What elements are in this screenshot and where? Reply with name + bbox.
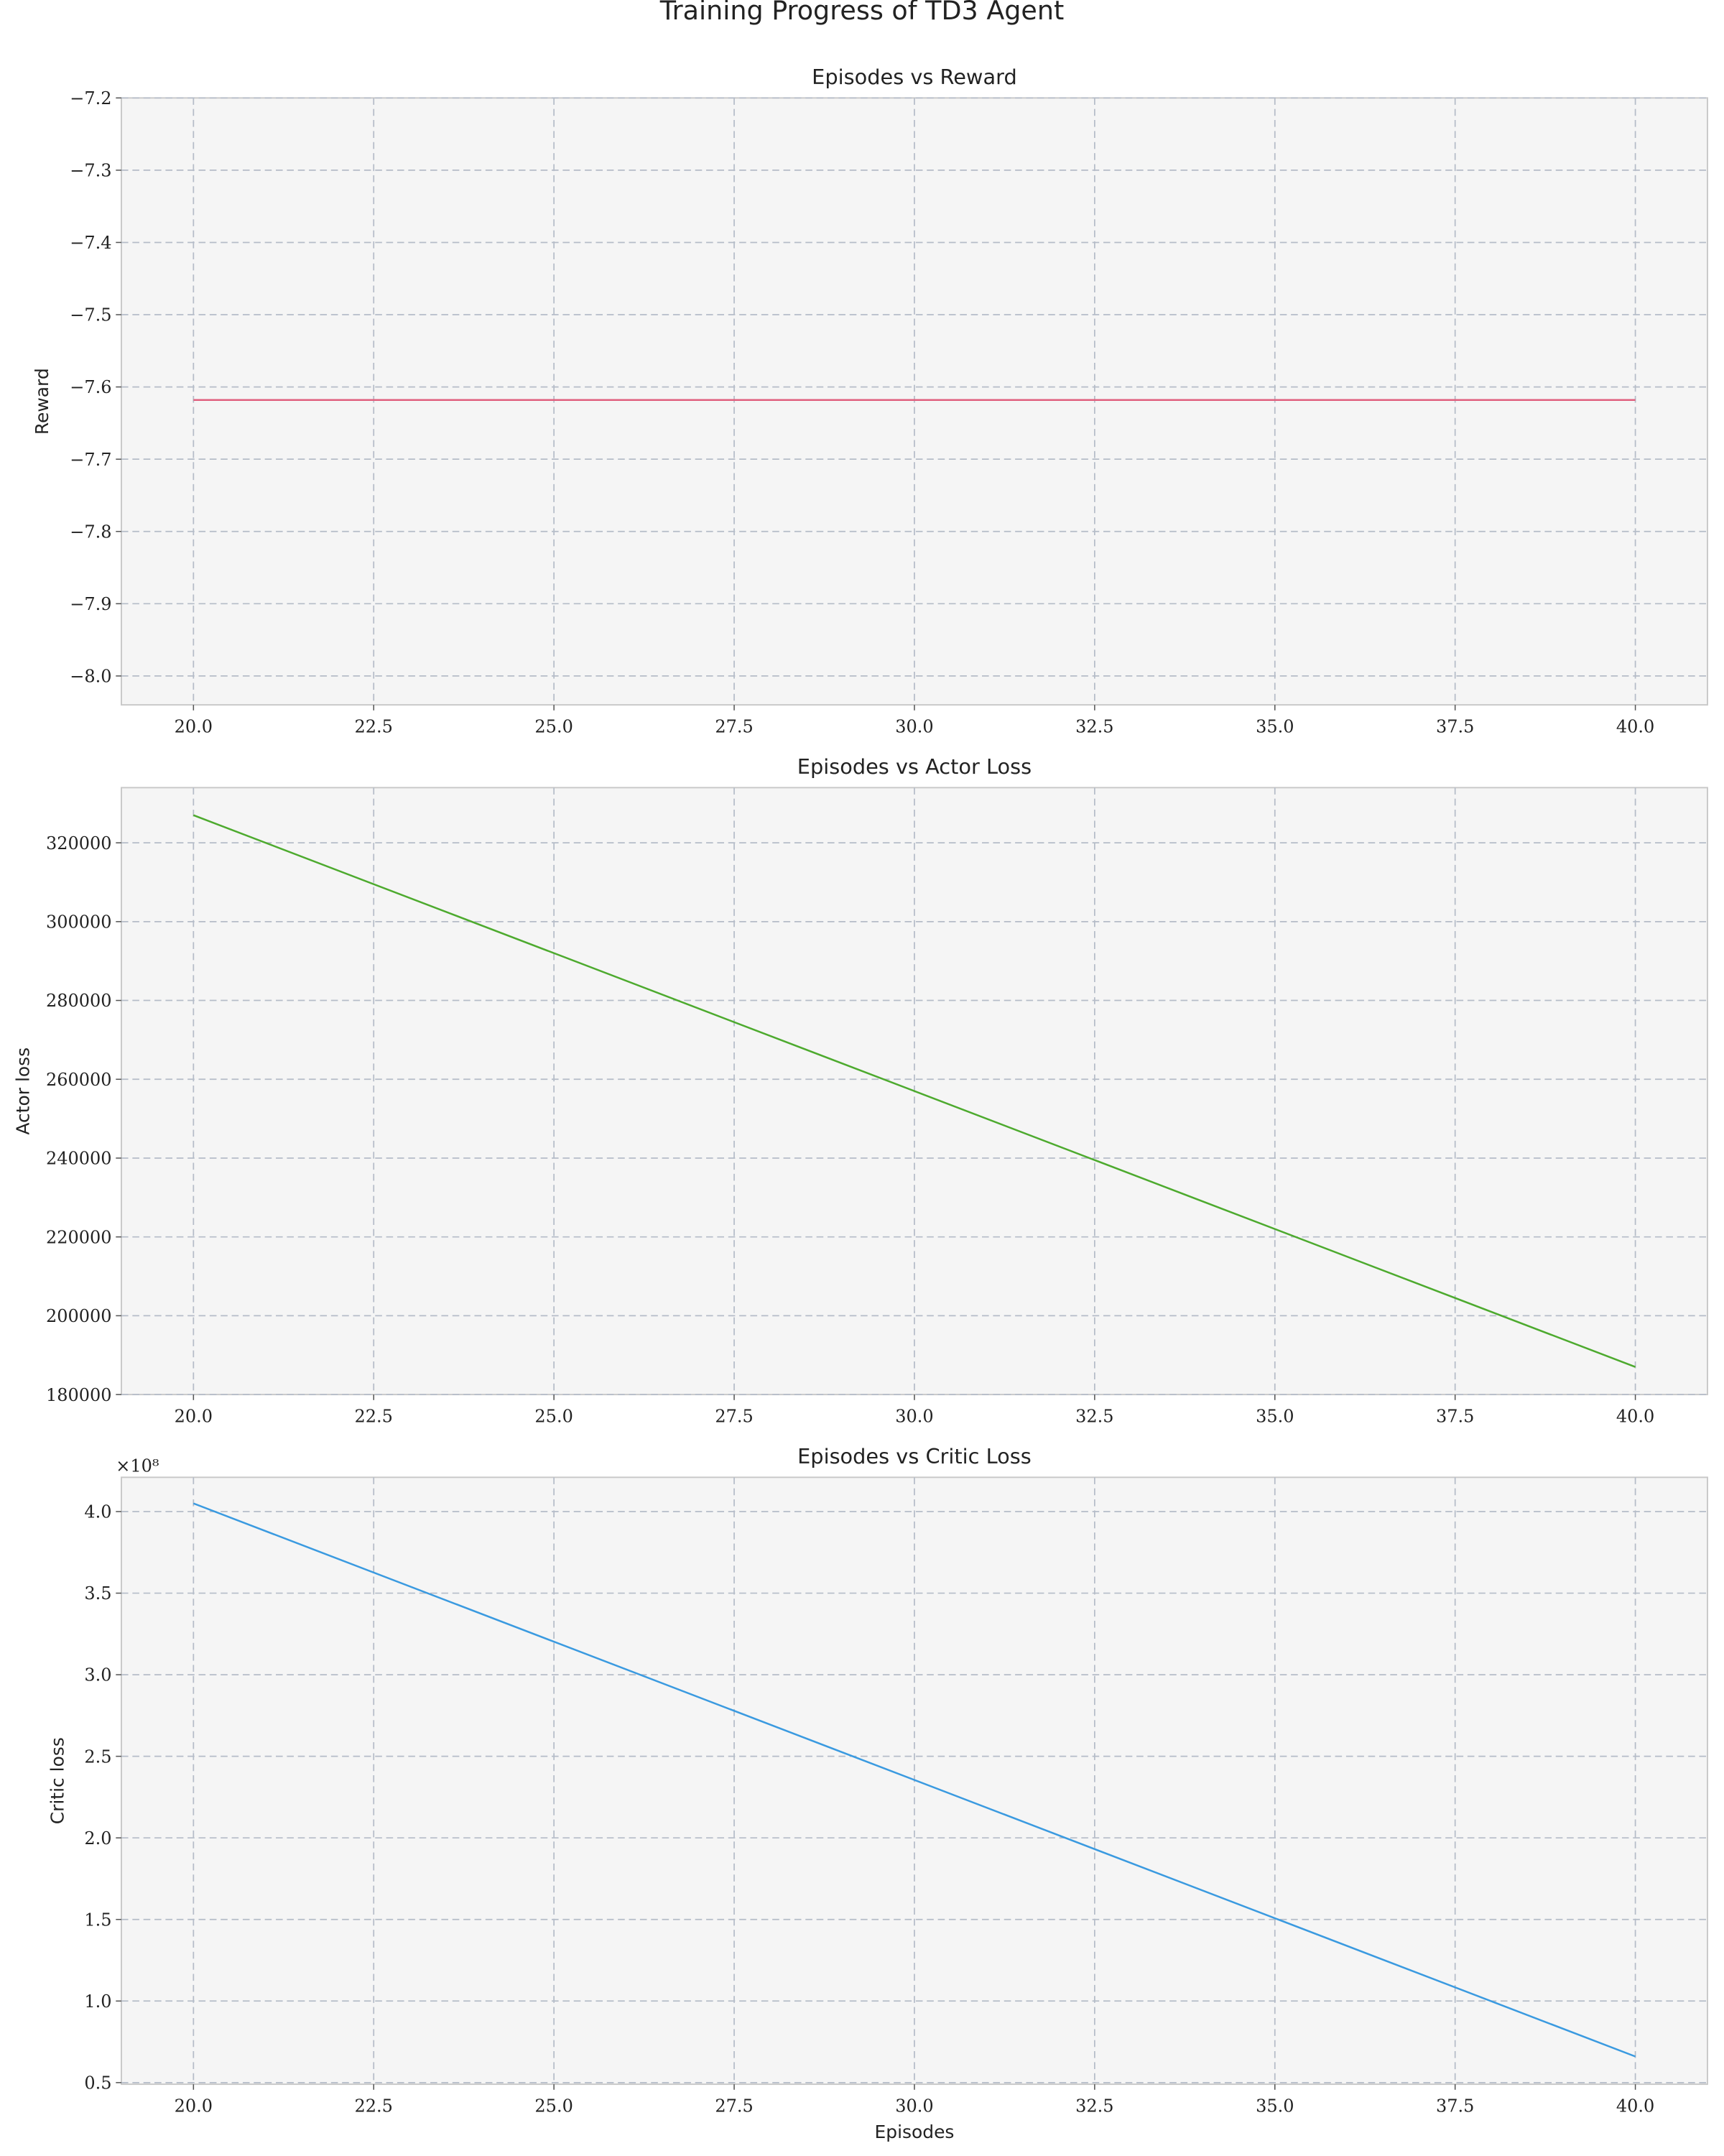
x-tick-label: 25.0 [534,2096,573,2116]
x-tick-label: 25.0 [534,717,573,737]
y-axis-label: Critic loss [47,1737,68,1824]
subplot-panels: 20.0 22.5 25.0 27.5 30.0 32.5 35.0 37.5 40.0 −7.2… [12,65,1708,2142]
y-tick-label: 2.5 [84,1746,111,1767]
subplot-title: Episodes vs Critic Loss [797,1444,1032,1468]
x-tick-label: 35.0 [1256,1407,1294,1427]
y-tick-label: 0.5 [84,2073,111,2093]
y-tick-label: −7.6 [70,377,111,397]
x-tick-label: 27.5 [715,1407,753,1427]
y-tick-label: −7.4 [70,233,111,253]
x-tick-label: 25.0 [534,1407,573,1427]
y-tick-label: 4.0 [84,1502,111,1522]
x-tick-label: 35.0 [1256,717,1294,737]
x-tick-label: 27.5 [715,2096,753,2116]
x-tick-label: 40.0 [1616,717,1654,737]
y-axis-label: Reward [32,368,52,435]
y-tick-label: 2.0 [84,1828,111,1849]
x-tick-label: 30.0 [895,2096,933,2116]
y-tick-label: −8.0 [70,667,111,687]
x-tick-label: 22.5 [355,717,393,737]
y-tick-label: −7.3 [70,161,111,181]
x-tick-label: 37.5 [1436,2096,1474,2116]
x-tick-label: 40.0 [1616,1407,1654,1427]
x-tick-label: 37.5 [1436,1407,1474,1427]
y-tick-label: 200000 [46,1306,112,1326]
x-tick-label: 22.5 [355,2096,393,2116]
y-axis-label: Actor loss [12,1047,33,1135]
x-tick-label: 30.0 [895,1407,933,1427]
figure-title: Training Progress of TD3 Agent [659,0,1065,26]
x-tick-label: 37.5 [1436,717,1474,737]
y-tick-label: −7.8 [70,522,111,542]
y-tick-label: −7.2 [70,88,111,108]
x-tick-label: 20.0 [175,1407,213,1427]
series-line-1 [193,1502,1636,2058]
y-tick-label: 1.5 [84,1910,111,1930]
x-tick-label: 35.0 [1256,2096,1294,2116]
subplot-1: 20.0 22.5 25.0 27.5 30.0 32.5 35.0 37.5 40.0 −7.2… [32,65,1708,737]
x-tick-label: 22.5 [355,1407,393,1427]
x-tick-label: 40.0 [1616,2096,1654,2116]
y-tick-label: 3.5 [84,1583,111,1604]
x-tick-label: 32.5 [1075,717,1113,737]
y-tick-label: 180000 [46,1385,112,1405]
x-tick-label: 32.5 [1075,2096,1113,2116]
y-tick-label: 3.0 [84,1665,111,1685]
x-axis-label: Episodes [874,2122,954,2142]
x-tick-label: 20.0 [175,717,213,737]
y-tick-label: 320000 [46,833,112,853]
y-tick-label: 280000 [46,991,112,1011]
x-tick-label: 20.0 [175,2096,213,2116]
y-tick-label: 1.0 [84,1991,111,2012]
y-tick-label: −7.5 [70,305,111,325]
x-tick-label: 30.0 [895,717,933,737]
subplot-title: Episodes vs Reward [812,65,1017,89]
y-tick-label: 260000 [46,1070,112,1090]
y-tick-label: 300000 [46,912,112,932]
x-tick-label: 32.5 [1075,1407,1113,1427]
x-tick-label: 27.5 [715,717,753,737]
y-tick-label: −7.9 [70,594,111,614]
y-tick-label: 220000 [46,1227,112,1247]
subplot-2: 20.0 22.5 25.0 27.5 30.0 32.5 35.0 37.5 40.0 1800… [12,754,1708,1427]
series-line-1 [193,814,1636,1368]
y-axis-offset-label: ×10⁸ [116,1456,159,1476]
y-tick-label: −7.7 [70,450,111,470]
subplot-title: Episodes vs Actor Loss [797,754,1032,779]
y-tick-label: 240000 [46,1149,112,1169]
subplot-3: 20.0 22.5 25.0 27.5 30.0 32.5 35.0 37.5 40.0 0.5 1… [47,1444,1708,2142]
